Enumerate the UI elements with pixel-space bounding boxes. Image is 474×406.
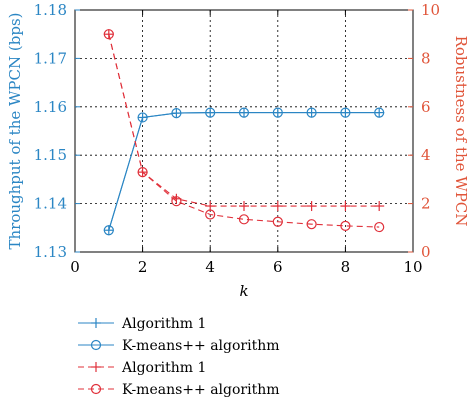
right-y-tick-label: 0 [421, 243, 431, 261]
data-point [239, 201, 249, 212]
series-4 [103, 29, 385, 233]
legend-marker [91, 362, 101, 372]
legend-label: Algorithm 1 [121, 316, 206, 332]
data-point [137, 167, 148, 178]
x-tick-label: 2 [138, 258, 148, 276]
data-point [340, 107, 351, 118]
series-2 [103, 107, 385, 236]
x-tick-label: 0 [70, 258, 80, 276]
legend-label: K-means++ algorithm [122, 338, 280, 354]
left-y-tick-label: 1.13 [34, 243, 67, 261]
data-point [137, 112, 148, 123]
plot-frame [74, 9, 414, 253]
legend-item: K-means++ algorithm [78, 382, 280, 398]
legend-marker [90, 339, 102, 351]
legend-label: K-means++ algorithm [122, 382, 280, 398]
left-y-axis: 1.13 1.14 1.15 1.16 1.17 1.18 [34, 1, 80, 261]
series-1 [103, 107, 385, 236]
data-point [103, 29, 114, 40]
x-axis: 0 2 4 6 8 10 [70, 10, 423, 276]
left-y-tick-label: 1.17 [34, 49, 67, 67]
data-point [171, 196, 182, 207]
data-point [306, 201, 317, 212]
right-y-tick-label: 2 [421, 195, 431, 213]
series-line [108, 34, 380, 207]
left-y-tick-label: 1.16 [34, 98, 67, 116]
series-layer [103, 29, 385, 236]
x-tick-label: 4 [205, 258, 215, 276]
data-point [205, 107, 216, 118]
data-point [103, 225, 114, 236]
left-y-tick-label: 1.15 [34, 146, 67, 164]
right-y-tick-label: 8 [421, 49, 431, 67]
data-point [205, 201, 216, 212]
data-point [238, 214, 250, 225]
series-line [108, 112, 380, 231]
left-y-tick-label: 1.18 [34, 1, 67, 19]
right-y-axis-title: Robustness of the WPCN [452, 36, 470, 227]
legend-label: Algorithm 1 [121, 360, 206, 376]
data-point [272, 216, 283, 227]
grid [75, 10, 413, 252]
legend-item: Algorithm 1 [78, 360, 206, 376]
left-y-tick-label: 1.14 [34, 195, 67, 213]
data-point [205, 209, 216, 220]
legend-item: K-means++ algorithm [78, 338, 280, 354]
x-axis-title: k [239, 282, 248, 300]
x-tick-label: 8 [341, 258, 351, 276]
data-point [238, 107, 250, 118]
x-tick-label: 10 [403, 258, 422, 276]
data-point [374, 201, 385, 212]
data-point [306, 107, 317, 118]
data-point [272, 107, 283, 118]
legend: Algorithm 1 K-means++ algorithm Algorithm … [78, 316, 280, 398]
right-y-tick-label: 6 [421, 98, 431, 116]
legend-marker [91, 318, 101, 328]
legend-item: Algorithm 1 [78, 316, 206, 332]
data-point [340, 220, 351, 231]
legend-marker [90, 383, 102, 395]
x-tick-label: 6 [273, 258, 283, 276]
left-y-axis-title: Throughput of the WPCN (bps) [6, 12, 24, 249]
data-point [306, 219, 317, 230]
data-point [171, 107, 182, 119]
right-y-tick-label: 4 [421, 146, 431, 164]
data-point [340, 201, 351, 212]
right-y-axis: 0 2 4 6 8 10 [408, 1, 440, 261]
data-point [374, 107, 385, 118]
data-point [374, 221, 385, 233]
series-line [108, 112, 380, 231]
data-point [272, 201, 283, 212]
series-line [108, 34, 380, 228]
right-y-tick-label: 10 [421, 1, 440, 19]
